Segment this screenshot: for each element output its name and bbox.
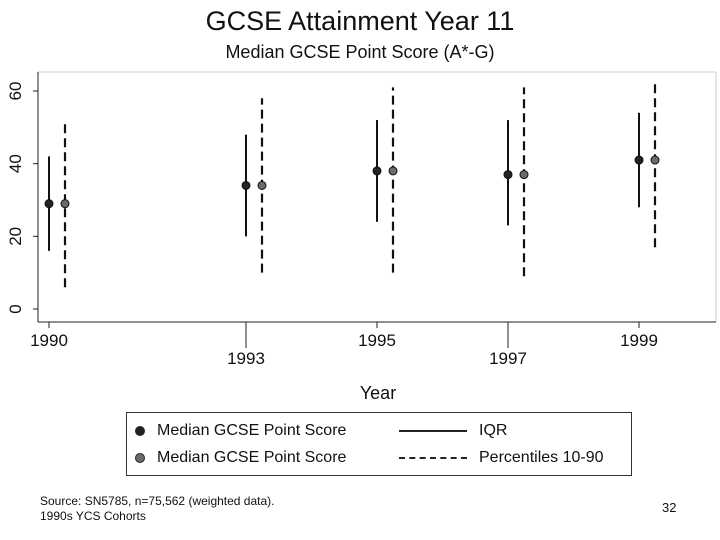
y-tick-label: 0 bbox=[6, 304, 25, 313]
dashed-line-icon bbox=[399, 457, 467, 459]
median-point bbox=[634, 155, 644, 165]
legend-pct-label: Percentiles 10-90 bbox=[479, 449, 604, 466]
legend-median-label-2: Median GCSE Point Score bbox=[157, 449, 347, 466]
x-tick-label: 1990 bbox=[30, 331, 68, 350]
solid-line-icon bbox=[399, 430, 467, 432]
legend-median-label-1: Median GCSE Point Score bbox=[157, 422, 347, 439]
source-note: Source: SN5785, n=75,562 (weighted data)… bbox=[40, 494, 275, 524]
median-point bbox=[503, 170, 513, 180]
median-point bbox=[241, 180, 251, 190]
median-dot-icon bbox=[135, 453, 145, 463]
median-point bbox=[60, 199, 70, 209]
median-point bbox=[257, 180, 267, 190]
x-tick-label: 1999 bbox=[620, 331, 658, 350]
legend: Median GCSE Point Score Median GCSE Poin… bbox=[126, 412, 632, 476]
x-tick-label: 1993 bbox=[227, 349, 265, 368]
x-axis-title: Year bbox=[360, 383, 396, 403]
median-dot-icon bbox=[135, 426, 145, 436]
x-tick-label: 1997 bbox=[489, 349, 527, 368]
page-number: 32 bbox=[662, 500, 677, 515]
median-point bbox=[372, 166, 382, 176]
y-tick-label: 60 bbox=[6, 82, 25, 101]
chart-subtitle: Median GCSE Point Score (A*-G) bbox=[225, 42, 495, 62]
median-point bbox=[44, 199, 54, 209]
x-tick-label: 1995 bbox=[358, 331, 396, 350]
median-point bbox=[388, 166, 398, 176]
chart-title: GCSE Attainment Year 11 bbox=[205, 6, 515, 36]
source-line-2: 1990s YCS Cohorts bbox=[40, 509, 146, 523]
legend-item-iqr: IQR bbox=[399, 419, 619, 443]
legend-item-percentiles: Percentiles 10-90 bbox=[399, 446, 619, 470]
y-tick-label: 40 bbox=[6, 154, 25, 173]
y-tick-label: 20 bbox=[6, 227, 25, 246]
source-line-1: Source: SN5785, n=75,562 (weighted data)… bbox=[40, 494, 275, 508]
legend-iqr-label: IQR bbox=[479, 422, 508, 439]
median-point bbox=[650, 155, 660, 165]
median-point bbox=[519, 170, 529, 180]
